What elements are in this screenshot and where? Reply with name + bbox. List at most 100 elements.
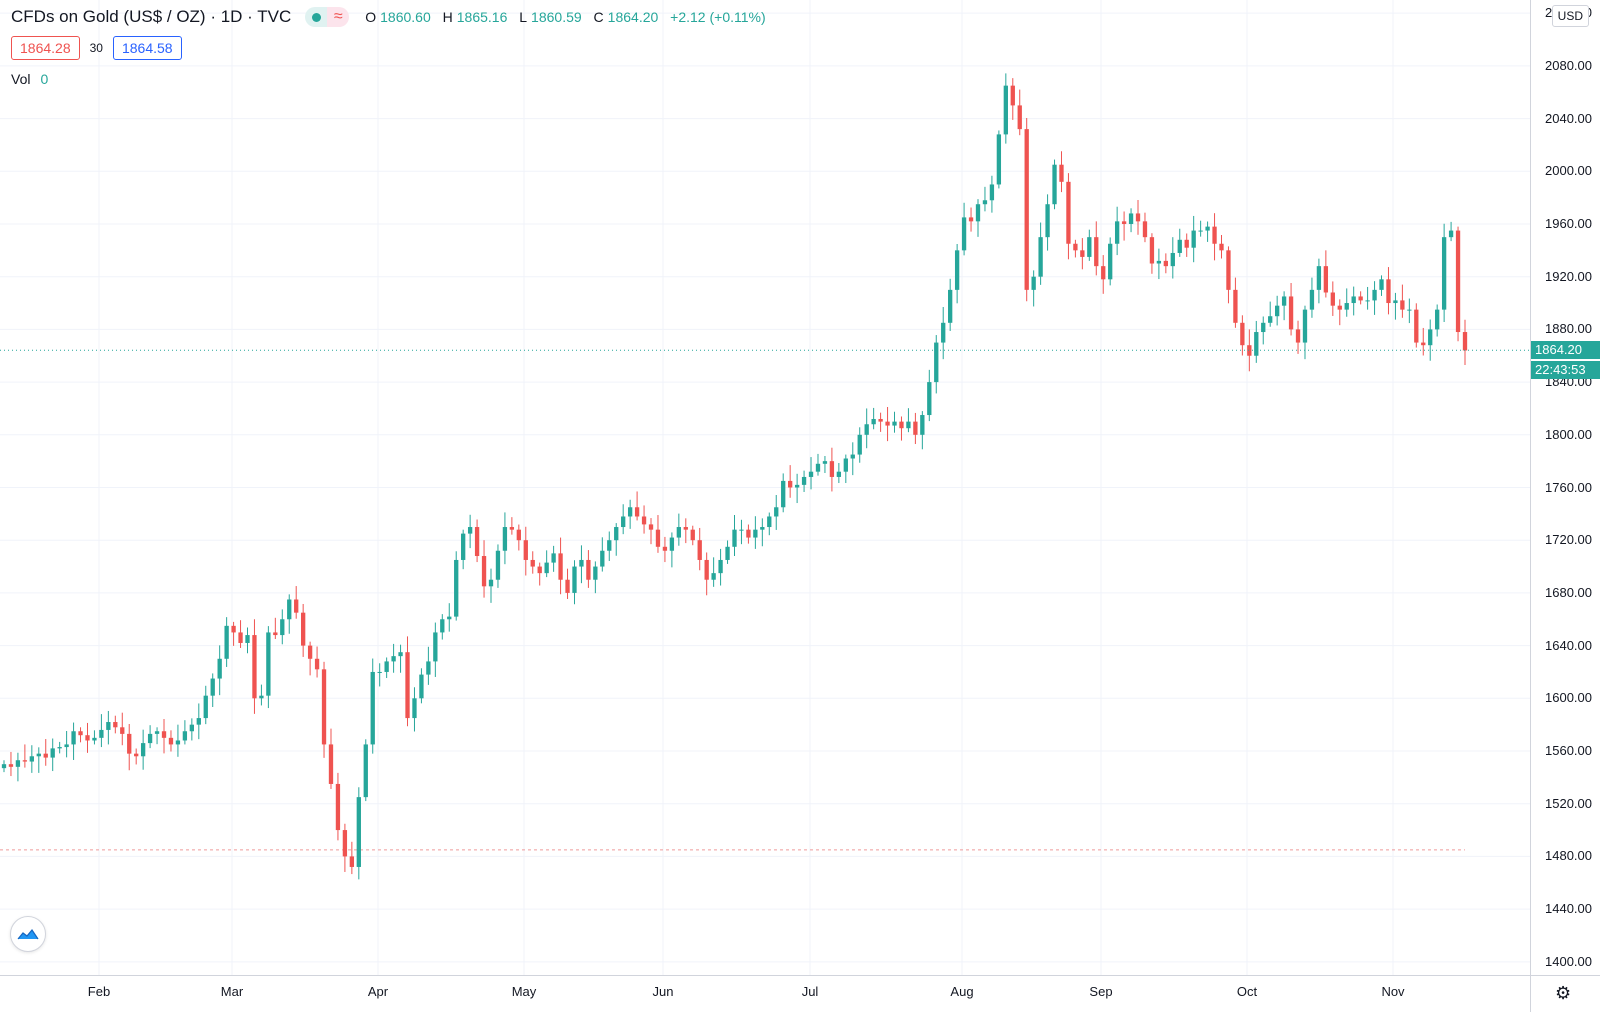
candle-body[interactable] [961,217,967,251]
candle-body[interactable] [301,612,306,646]
candle-body[interactable] [989,184,995,201]
candle-body[interactable] [363,744,368,798]
volume-legend[interactable]: Vol 0 [11,70,48,88]
candle-body[interactable] [1142,221,1148,238]
candle-body[interactable] [1240,322,1245,346]
candle-body[interactable] [878,418,883,422]
candle-body[interactable] [704,559,709,580]
candle-body[interactable] [1101,266,1106,280]
candle-body[interactable] [196,718,201,725]
candle-body[interactable] [433,632,438,662]
candle-body[interactable] [732,529,737,547]
candle-body[interactable] [579,559,584,567]
candle-body[interactable] [565,579,570,593]
candle-body[interactable] [801,476,807,485]
candle-body[interactable] [398,652,403,657]
candle-body[interactable] [252,635,257,699]
candle-body[interactable] [1302,309,1308,343]
candle-body[interactable] [850,454,855,459]
candle-body[interactable] [1462,332,1468,351]
candle-body[interactable] [175,740,181,745]
candle-body[interactable] [1455,230,1461,333]
candle-body[interactable] [1337,305,1342,310]
candle-body[interactable] [655,529,661,547]
candle-body[interactable] [941,322,946,343]
candle-body[interactable] [634,507,640,517]
candle-body[interactable] [774,507,779,517]
candle-body[interactable] [1226,250,1231,290]
candle-body[interactable] [1254,332,1259,356]
status-pill[interactable]: ≈ [305,7,350,27]
candle-body[interactable] [815,463,821,472]
candle-body[interactable] [154,731,160,734]
candle-body[interactable] [64,744,69,748]
candle-body[interactable] [203,695,208,719]
symbol-title[interactable]: CFDs on Gold (US$ / OZ) · 1D · TVC [11,7,292,26]
candle-body[interactable] [1219,243,1224,251]
candle-body[interactable] [1414,309,1419,343]
candle-body[interactable] [140,743,146,757]
candle-body[interactable] [829,461,835,477]
candle-body[interactable] [120,727,125,734]
candle-body[interactable] [913,421,918,435]
candle-body[interactable] [1233,289,1238,323]
candle-body[interactable] [753,529,758,538]
candle-body[interactable] [168,737,174,745]
sell-button[interactable]: 1864.28 [11,36,80,60]
candle-body[interactable] [1156,260,1162,264]
candle-body[interactable] [1087,237,1092,257]
candle-body[interactable] [920,415,925,435]
candle-body[interactable] [1288,296,1294,330]
candle-body[interactable] [885,421,890,426]
candle-body[interactable] [22,760,28,762]
candle-body[interactable] [182,731,188,741]
tradingview-logo-icon[interactable] [10,916,46,952]
candle-body[interactable] [412,698,417,719]
candle-body[interactable] [307,645,313,659]
candle-body[interactable] [808,471,814,477]
candle-body[interactable] [1052,164,1057,205]
candle-body[interactable] [474,527,480,557]
candle-body[interactable] [1031,276,1036,290]
candle-body[interactable] [1281,296,1287,306]
candle-body[interactable] [1108,243,1113,280]
candle-body[interactable] [1247,345,1252,356]
candle-body[interactable] [134,753,139,757]
candle-body[interactable] [287,599,292,620]
candle-body[interactable] [600,550,605,567]
candle-body[interactable] [384,661,389,672]
candle-body[interactable] [245,635,250,643]
candle-body[interactable] [43,753,48,758]
candle-body[interactable] [1010,85,1015,106]
candle-body[interactable] [481,556,487,587]
candle-body[interactable] [1121,221,1127,224]
candle-body[interactable] [266,632,271,696]
candle-body[interactable] [906,421,911,429]
candle-body[interactable] [426,661,431,675]
candle-body[interactable] [516,529,521,541]
candle-body[interactable] [461,533,466,560]
candle-body[interactable] [210,678,215,696]
candle-body[interactable] [1261,322,1266,333]
candle-body[interactable] [57,747,62,749]
candle-body[interactable] [1073,243,1078,251]
candle-body[interactable] [447,616,452,620]
candle-body[interactable] [690,529,695,541]
candle-body[interactable] [1024,129,1029,290]
candle-body[interactable] [1128,213,1134,224]
candle-body[interactable] [1330,292,1335,306]
candle-body[interactable] [15,760,21,767]
candle-body[interactable] [328,744,334,784]
candle-body[interactable] [927,382,932,416]
candle-body[interactable] [314,658,320,670]
candle-body[interactable] [113,722,118,728]
candle-body[interactable] [1428,329,1433,346]
candle-body[interactable] [1275,305,1280,317]
candle-body[interactable] [349,856,355,867]
candle-body[interactable] [948,289,953,323]
candle-body[interactable] [71,731,76,745]
candle-body[interactable] [767,516,772,528]
candle-body[interactable] [572,566,577,593]
candle-body[interactable] [488,579,494,587]
candle-body[interactable] [648,524,654,530]
